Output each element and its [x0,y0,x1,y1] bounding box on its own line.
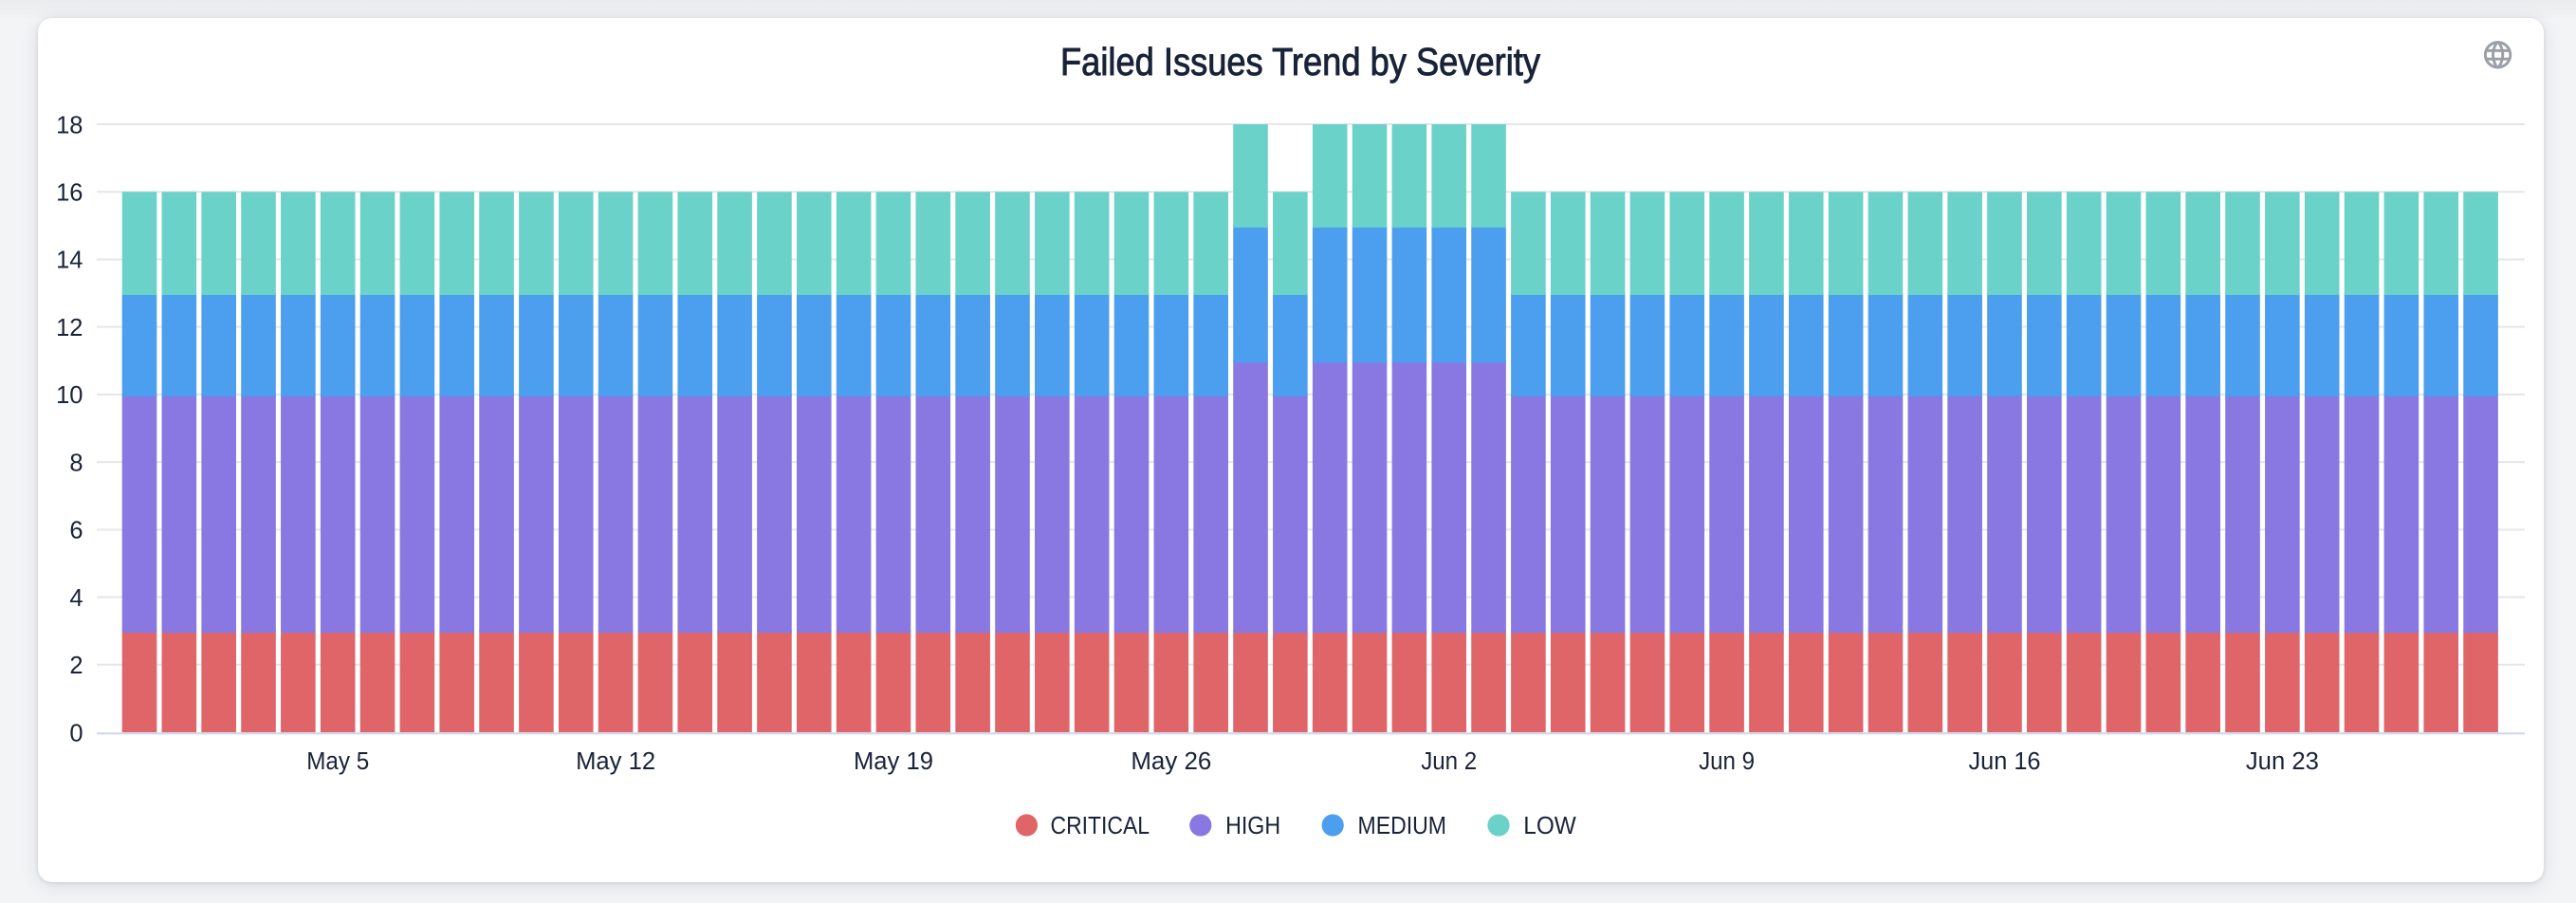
svg-text:14: 14 [56,248,83,274]
svg-text:May 26: May 26 [1131,748,1211,775]
svg-text:Jun 2: Jun 2 [1421,748,1477,775]
svg-text:8: 8 [69,450,83,476]
svg-text:10: 10 [56,382,83,409]
svg-text:6: 6 [69,518,83,544]
svg-text:HIGH: HIGH [1225,813,1280,839]
svg-text:4: 4 [69,585,83,612]
svg-text:Jun 9: Jun 9 [1699,748,1755,775]
svg-text:MEDIUM: MEDIUM [1358,813,1447,839]
svg-text:CRITICAL: CRITICAL [1051,813,1150,839]
svg-text:Jun 23: Jun 23 [2246,748,2319,775]
svg-text:May 5: May 5 [306,748,369,775]
svg-text:LOW: LOW [1523,813,1576,839]
svg-text:Failed Issues Trend by Severit: Failed Issues Trend by Severity [1060,40,1540,83]
svg-text:May 12: May 12 [576,748,655,775]
svg-text:2: 2 [69,653,83,679]
svg-text:Jun 16: Jun 16 [1968,748,2040,775]
svg-text:16: 16 [56,180,83,207]
svg-text:May 19: May 19 [854,748,933,775]
svg-text:12: 12 [56,315,83,341]
svg-text:0: 0 [69,720,83,746]
svg-text:18: 18 [56,112,83,138]
